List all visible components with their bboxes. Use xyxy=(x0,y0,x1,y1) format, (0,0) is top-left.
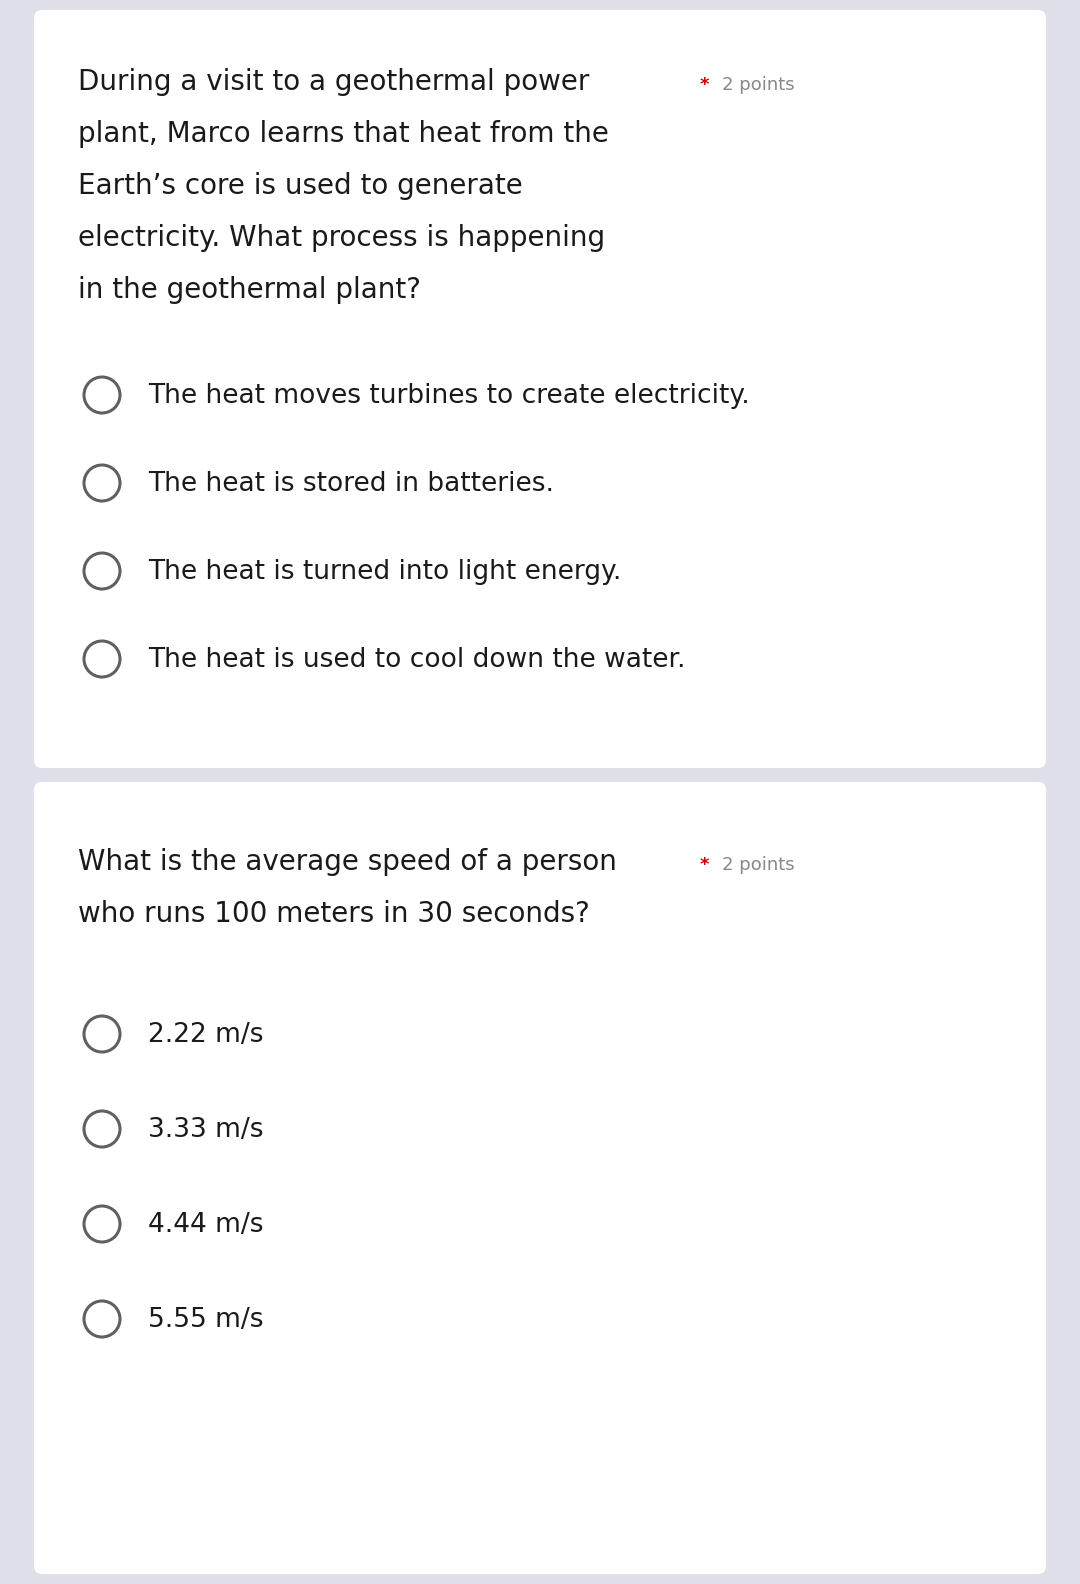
Text: What is the average speed of a person: What is the average speed of a person xyxy=(78,847,617,876)
Text: *: * xyxy=(700,855,710,874)
Text: The heat is used to cool down the water.: The heat is used to cool down the water. xyxy=(148,646,686,673)
Text: 2.22 m/s: 2.22 m/s xyxy=(148,1022,264,1049)
Text: 4.44 m/s: 4.44 m/s xyxy=(148,1212,264,1239)
Text: in the geothermal plant?: in the geothermal plant? xyxy=(78,276,421,304)
Text: 5.55 m/s: 5.55 m/s xyxy=(148,1307,264,1334)
Text: Earth’s core is used to generate: Earth’s core is used to generate xyxy=(78,173,523,200)
FancyBboxPatch shape xyxy=(33,782,1047,1574)
Text: 3.33 m/s: 3.33 m/s xyxy=(148,1117,264,1144)
Text: *: * xyxy=(700,76,710,93)
Text: The heat is stored in batteries.: The heat is stored in batteries. xyxy=(148,470,554,497)
Text: 2 points: 2 points xyxy=(723,76,795,93)
Text: 2 points: 2 points xyxy=(723,855,795,874)
Text: plant, Marco learns that heat from the: plant, Marco learns that heat from the xyxy=(78,120,609,147)
Text: The heat moves turbines to create electricity.: The heat moves turbines to create electr… xyxy=(148,383,750,409)
FancyBboxPatch shape xyxy=(33,10,1047,768)
Text: The heat is turned into light energy.: The heat is turned into light energy. xyxy=(148,559,621,584)
Text: who runs 100 meters in 30 seconds?: who runs 100 meters in 30 seconds? xyxy=(78,900,590,928)
Text: electricity. What process is happening: electricity. What process is happening xyxy=(78,223,605,252)
Text: During a visit to a geothermal power: During a visit to a geothermal power xyxy=(78,68,590,97)
